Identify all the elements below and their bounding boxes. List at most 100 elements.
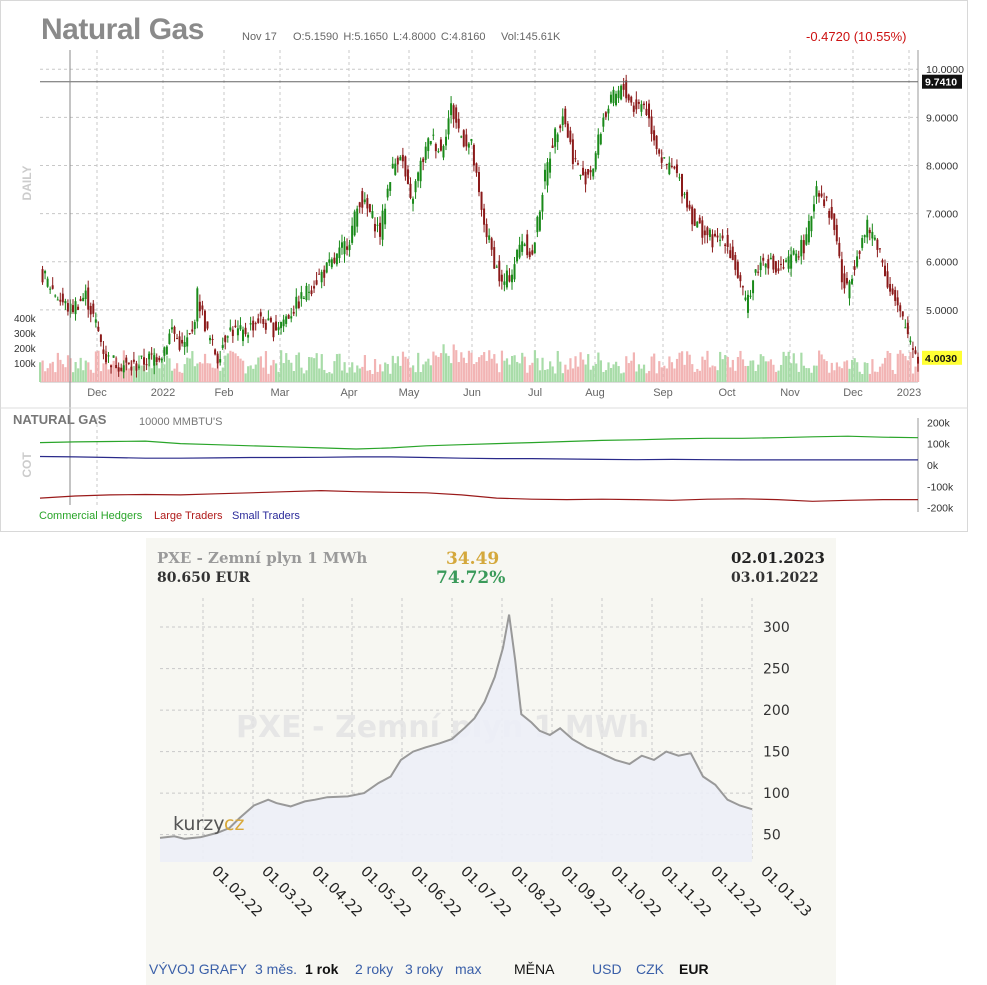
volume-bar [277,371,280,382]
candle-body [513,264,516,280]
volume-bar [79,357,82,382]
volume-bar [546,369,549,382]
candle-body [863,235,866,238]
candle-body [495,266,498,268]
candle-body [673,166,676,169]
candle-body [150,353,153,355]
volume-bar [891,369,894,382]
period-max[interactable]: max [455,961,482,977]
candle-body [569,130,572,143]
candle-body [328,259,331,263]
volume-bar [328,372,331,382]
candle-body [381,210,384,240]
cot-series-line [39,455,918,461]
volume-bar [843,361,846,382]
candle-body [508,275,511,282]
volume-bar [292,370,295,382]
candle-body [257,318,260,323]
candle-body [594,153,597,170]
volume-bar [92,372,95,382]
candle-body [132,359,135,362]
candle-body [406,169,409,185]
pxe-change-abs: 34.49 [446,549,500,569]
volume-bar [188,358,191,382]
x-tick-label: Dec [843,387,863,399]
volume-bar [163,364,166,382]
candle-body [203,310,206,332]
candle-body [658,149,661,154]
candle-body [559,125,562,129]
candle-body [663,157,666,159]
candle-body [521,241,524,252]
volume-bar [424,361,427,382]
volume-bar [531,362,534,382]
candle-body [881,260,884,263]
logo-text: kurzy [173,813,225,835]
candle-body [706,227,709,236]
volume-bar [56,352,59,382]
volume-bar [729,367,732,382]
volume-bar [785,355,788,382]
candle-body [851,279,854,284]
candle-body [120,367,123,371]
candle-body [741,286,744,288]
candle-body [325,262,328,273]
candle-body [655,135,658,149]
candle-body [681,173,684,197]
volume-bar [665,368,668,382]
pxe-change-pct: 74.72% [436,568,506,588]
volume-bar [538,370,542,382]
volume-bar [787,351,790,382]
candle-body [330,259,333,268]
period-2y[interactable]: 2 roky [355,961,394,977]
volume-bar [858,371,861,382]
volume-bar [779,364,783,382]
pxe-date-end: 02.01.2023 [731,549,825,567]
volume-bar [191,351,194,382]
candle-body [541,194,544,212]
period-3y[interactable]: 3 roky [405,961,444,977]
candle-body [599,134,602,145]
volume-bar [493,354,496,382]
volume-bar [414,372,417,382]
volume-bar [203,353,207,382]
volume-bar [810,372,813,382]
candle-body [536,216,539,233]
volume-bar [193,366,196,382]
currency-czk[interactable]: CZK [636,961,664,977]
volume-bar [582,359,585,382]
volume-bar [675,358,679,382]
volume-bar [173,368,176,382]
candle-body [470,138,473,142]
volume-bar [318,368,321,382]
candle-body [66,303,69,312]
volume-bar [460,352,463,382]
candle-body [165,346,168,355]
volume-bar [394,363,397,382]
volume-bar [911,373,915,382]
candle-body [703,230,706,236]
natural-gas-svg[interactable]: Dec 2022 Feb Mar Apr May Jun Jul Aug Sep Oct Nov Dec… [0,0,968,532]
candle-body [724,244,727,247]
x-tick-label: Dec [87,387,107,399]
volume-bar [894,373,897,382]
y-tick-label: 10.0000 [926,64,964,76]
candle-body [478,172,480,193]
candle-body [617,90,620,99]
x-tick-label: 01.10.22 [607,864,664,921]
candle-body [201,305,204,310]
currency-eur[interactable]: EUR [679,961,709,977]
currency-usd[interactable]: USD [592,961,622,977]
candle-body [518,244,521,258]
candle-body [612,89,615,104]
volume-bar [645,373,648,382]
volume-bar [104,351,108,382]
y-tick-label: 300 [763,620,790,636]
period-1y[interactable]: 1 rok [305,961,339,977]
legend-commercial-hedgers: Commercial Hedgers [39,510,143,522]
candle-body [267,318,270,321]
volume-bar [693,371,696,382]
period-3m[interactable]: 3 měs. [255,961,298,977]
candle-body [845,278,848,284]
